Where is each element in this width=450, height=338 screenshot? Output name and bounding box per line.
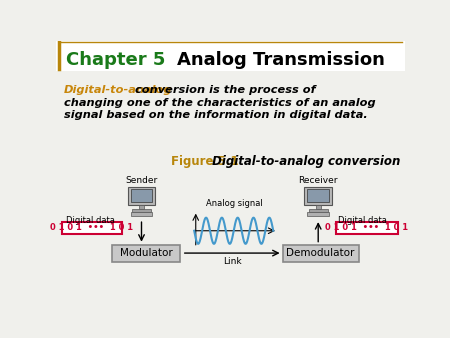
Bar <box>283 245 359 262</box>
Text: conversion is the process of: conversion is the process of <box>130 85 315 95</box>
Text: Digital-to-analog conversion: Digital-to-analog conversion <box>208 154 400 168</box>
Bar <box>130 189 153 202</box>
Bar <box>139 206 144 209</box>
Bar <box>56 41 405 71</box>
Text: 0 1 0 1  •••  1 0 1: 0 1 0 1 ••• 1 0 1 <box>50 223 134 232</box>
Bar <box>307 189 329 202</box>
Text: Modulator: Modulator <box>120 248 172 258</box>
FancyBboxPatch shape <box>336 221 398 234</box>
Text: Link: Link <box>223 257 242 266</box>
FancyBboxPatch shape <box>62 221 122 234</box>
Text: Demodulator: Demodulator <box>286 248 355 258</box>
Text: Digital data: Digital data <box>338 216 387 225</box>
Text: signal based on the information in digital data.: signal based on the information in digit… <box>64 110 368 120</box>
Bar <box>309 209 328 212</box>
Bar <box>130 212 153 216</box>
Text: Sender: Sender <box>126 175 158 185</box>
Text: Digital data: Digital data <box>66 216 114 225</box>
Text: Receiver: Receiver <box>298 175 338 185</box>
Text: Analog Transmission: Analog Transmission <box>177 51 385 69</box>
Bar <box>127 187 155 206</box>
Bar <box>304 187 332 206</box>
Text: Digital-to-analog: Digital-to-analog <box>64 85 172 95</box>
Bar <box>132 209 151 212</box>
Text: Chapter 5: Chapter 5 <box>66 51 165 69</box>
Text: 0 1 0 1  •••  1 0 1: 0 1 0 1 ••• 1 0 1 <box>325 223 409 232</box>
Bar <box>316 206 320 209</box>
Text: Analog signal: Analog signal <box>206 199 263 208</box>
Text: Figure 5.1: Figure 5.1 <box>171 154 238 168</box>
Bar <box>112 245 180 262</box>
Bar <box>307 212 329 216</box>
Text: changing one of the characteristics of an analog: changing one of the characteristics of a… <box>64 98 376 107</box>
